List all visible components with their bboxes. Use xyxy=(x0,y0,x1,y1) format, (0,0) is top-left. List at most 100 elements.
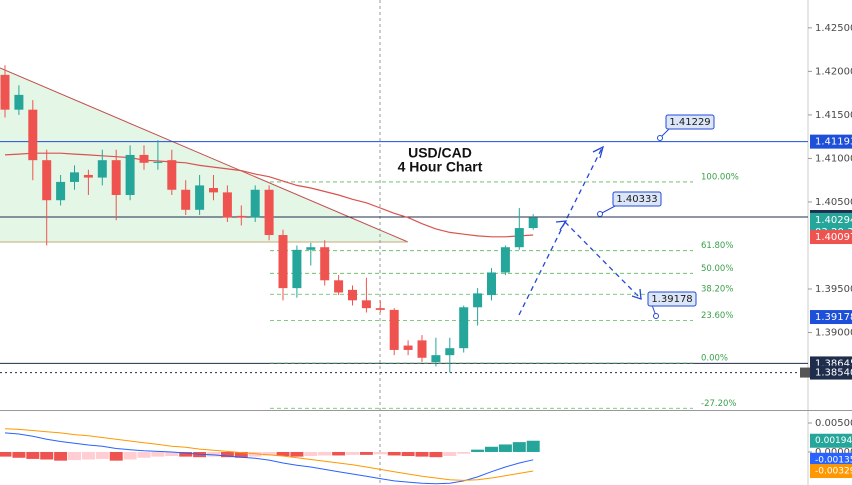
callout-label: 1.41229 xyxy=(669,117,710,128)
candle-body xyxy=(487,272,496,296)
candle-body xyxy=(195,185,205,210)
histogram-bar xyxy=(457,451,471,454)
price-badge xyxy=(810,134,852,149)
macd-badge-label: -0.00135 xyxy=(815,455,852,465)
candle-body xyxy=(292,249,302,289)
chart-title: USD/CAD xyxy=(408,145,472,161)
histogram-bar xyxy=(40,451,54,460)
histogram-bar xyxy=(179,451,193,457)
candle-body xyxy=(125,154,135,195)
price-badge-label: 1.39178 xyxy=(815,312,852,323)
histogram-bar xyxy=(95,451,109,459)
price-badge xyxy=(810,365,852,380)
histogram-bar xyxy=(207,451,220,457)
y-tick-label: 1.41000 xyxy=(815,153,852,164)
fib-label: 50.00% xyxy=(701,264,733,274)
histogram-bar xyxy=(512,442,526,452)
trend-line xyxy=(0,67,409,243)
price-badge-label: 1.41193 xyxy=(815,137,852,148)
histogram-bar xyxy=(26,451,40,459)
callout-box xyxy=(612,191,662,207)
histogram-bar xyxy=(54,451,68,461)
candle-body xyxy=(42,160,52,201)
chart-subtitle: 4 Hour Chart xyxy=(398,159,483,175)
candle-body xyxy=(431,355,441,363)
histogram-bar xyxy=(359,451,373,455)
callout-label: 1.39178 xyxy=(651,294,692,305)
fib-label: 0.00% xyxy=(701,353,728,363)
callout-anchor xyxy=(653,313,659,319)
candle-body xyxy=(28,109,38,161)
arrow-head xyxy=(631,288,642,300)
candle-body xyxy=(375,308,385,310)
price-badge xyxy=(810,230,852,245)
callout-anchor xyxy=(657,135,663,141)
candle-body xyxy=(97,160,107,178)
drawings xyxy=(0,0,409,485)
callout-pointer xyxy=(599,204,618,215)
histogram-bar xyxy=(276,451,290,457)
candle-body xyxy=(250,189,260,218)
fib-label: 23.60% xyxy=(701,311,733,321)
callout-label: 1.40333 xyxy=(616,194,657,205)
y-tick-label: 1.41500 xyxy=(815,110,852,121)
histogram-bar xyxy=(109,451,123,461)
macd-badge xyxy=(810,464,852,479)
histogram-bar xyxy=(387,451,401,456)
callout-anchor xyxy=(597,211,603,217)
histogram-bar xyxy=(401,451,415,457)
histogram-bar xyxy=(151,451,165,457)
candle-body xyxy=(181,189,191,210)
projection-arrows xyxy=(518,145,642,316)
histogram-bar xyxy=(373,451,387,455)
fib-label: 38.20% xyxy=(701,285,733,295)
y-tick-label: 1.42000 xyxy=(815,66,852,77)
histogram-bar xyxy=(248,451,262,457)
y-tick-label: 1.39500 xyxy=(815,284,852,295)
candle-body xyxy=(348,289,357,301)
y-tick-label: 1.39000 xyxy=(815,328,852,339)
candle-body xyxy=(320,247,330,281)
histogram-bar xyxy=(262,451,276,456)
price-badge xyxy=(810,310,852,325)
candle-body xyxy=(167,160,177,190)
candle-body xyxy=(514,228,524,248)
histogram-bar xyxy=(318,451,332,456)
candle-body xyxy=(361,300,371,309)
candle-body xyxy=(473,293,483,308)
candle-body xyxy=(528,217,538,229)
candle-body xyxy=(306,247,316,250)
histogram-bar xyxy=(485,446,498,452)
macd-badge-label: -0.00329 xyxy=(815,467,852,477)
histogram-bar xyxy=(123,451,137,460)
candle-body xyxy=(417,340,427,358)
arrow-head xyxy=(592,145,605,159)
candle-body xyxy=(153,161,163,163)
histogram-bar xyxy=(443,451,457,457)
macd-badge xyxy=(810,433,852,448)
candle-body xyxy=(264,189,274,236)
histogram-bar xyxy=(526,440,540,452)
histogram-bar xyxy=(12,451,26,458)
candle-body xyxy=(0,74,10,110)
candle-body xyxy=(445,348,455,356)
callout-box xyxy=(647,291,697,307)
macd-badge xyxy=(810,452,852,467)
candle-body xyxy=(236,215,246,218)
histogram-bar xyxy=(471,449,485,452)
histogram-bar xyxy=(165,451,179,457)
candle-body xyxy=(334,280,344,293)
candle-body xyxy=(111,160,121,195)
candle-body xyxy=(56,181,66,201)
histogram-bar xyxy=(290,451,304,457)
candle-body xyxy=(83,174,93,178)
macd-badge-label: 0.00194 xyxy=(815,436,852,446)
price-badge-label: 1.38645 xyxy=(815,358,852,369)
crosshair-marker xyxy=(800,367,810,378)
histogram-bar xyxy=(332,451,346,456)
macd-line xyxy=(4,428,534,481)
histogram-bar xyxy=(81,451,95,460)
